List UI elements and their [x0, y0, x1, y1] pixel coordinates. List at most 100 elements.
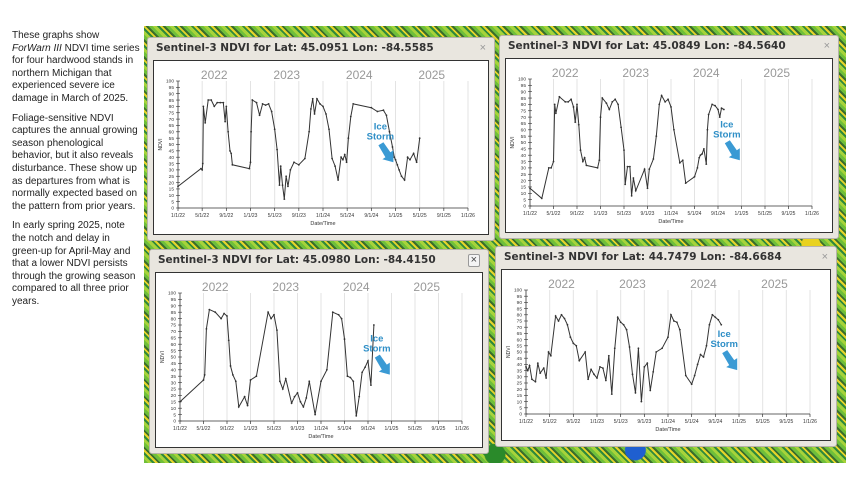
svg-text:30: 30: [521, 166, 527, 172]
svg-text:20: 20: [521, 178, 527, 184]
svg-text:9/1/24: 9/1/24: [708, 419, 722, 425]
svg-text:75: 75: [171, 323, 177, 329]
svg-text:0: 0: [523, 204, 526, 210]
svg-text:9/1/24: 9/1/24: [364, 213, 378, 219]
svg-text:1/1/26: 1/1/26: [805, 211, 819, 217]
svg-text:75: 75: [517, 319, 523, 325]
svg-text:5/1/24: 5/1/24: [340, 213, 354, 219]
svg-text:2025: 2025: [413, 280, 440, 294]
paragraph-3: In early spring 2025, note the notch and…: [12, 220, 136, 307]
chart-panel-1: Sentinel-3 NDVI for Lat: 45.0951 Lon: -8…: [147, 37, 495, 241]
svg-text:9/1/22: 9/1/22: [570, 211, 584, 217]
svg-text:1/1/26: 1/1/26: [455, 426, 469, 432]
svg-text:Storm: Storm: [713, 129, 740, 140]
svg-text:85: 85: [517, 306, 523, 312]
svg-text:1/1/23: 1/1/23: [244, 213, 258, 219]
svg-text:9/1/23: 9/1/23: [292, 213, 306, 219]
svg-text:NDVI: NDVI: [506, 346, 512, 358]
panel-titlebar[interactable]: Sentinel-3 NDVI for Lat: 45.0951 Lon: -8…: [148, 38, 494, 58]
paragraph-1: These graphs show ForWarn III NDVI time …: [12, 30, 140, 104]
svg-text:2024: 2024: [693, 66, 720, 80]
svg-text:80: 80: [171, 316, 177, 322]
svg-text:25: 25: [169, 174, 175, 180]
svg-text:60: 60: [517, 337, 523, 343]
svg-text:9/1/22: 9/1/22: [566, 419, 580, 425]
svg-text:1/1/26: 1/1/26: [461, 213, 475, 219]
paragraph-2: Foliage-sensitive NDVI captures the annu…: [12, 112, 138, 212]
panel-title: Sentinel-3 NDVI for Lat: 44.7479 Lon: -8…: [504, 251, 782, 263]
svg-text:1/1/22: 1/1/22: [171, 213, 185, 219]
svg-text:65: 65: [521, 121, 527, 127]
svg-text:45: 45: [169, 149, 175, 155]
svg-text:2023: 2023: [273, 68, 300, 82]
svg-text:Date/Time: Date/Time: [658, 219, 683, 225]
svg-text:65: 65: [171, 336, 177, 342]
svg-text:1/1/24: 1/1/24: [661, 419, 675, 425]
svg-text:45: 45: [517, 356, 523, 362]
svg-text:80: 80: [521, 102, 527, 108]
svg-text:70: 70: [169, 117, 175, 123]
svg-text:9/1/23: 9/1/23: [291, 426, 305, 432]
svg-text:65: 65: [517, 331, 523, 337]
svg-text:1/1/24: 1/1/24: [316, 213, 330, 219]
svg-text:90: 90: [521, 89, 527, 95]
svg-text:50: 50: [169, 142, 175, 148]
panel-titlebar[interactable]: Sentinel-3 NDVI for Lat: 45.0980 Lon: -8…: [150, 250, 488, 270]
svg-text:35: 35: [171, 374, 177, 380]
svg-text:2023: 2023: [619, 277, 646, 291]
svg-text:5/1/23: 5/1/23: [268, 213, 282, 219]
svg-text:2025: 2025: [418, 68, 445, 82]
svg-text:9/1/23: 9/1/23: [641, 211, 655, 217]
svg-text:1/1/23: 1/1/23: [594, 211, 608, 217]
svg-text:5/1/24: 5/1/24: [688, 211, 702, 217]
svg-text:30: 30: [517, 375, 523, 381]
svg-text:2023: 2023: [272, 280, 299, 294]
close-icon[interactable]: ×: [821, 251, 828, 263]
svg-text:45: 45: [521, 147, 527, 153]
svg-text:55: 55: [169, 136, 175, 142]
panel-titlebar[interactable]: Sentinel-3 NDVI for Lat: 45.0849 Lon: -8…: [500, 36, 838, 56]
svg-text:35: 35: [169, 161, 175, 167]
svg-text:9/1/23: 9/1/23: [637, 419, 651, 425]
chart-panel-4: Sentinel-3 NDVI for Lat: 44.7479 Lon: -8…: [495, 246, 837, 447]
svg-text:9/1/25: 9/1/25: [432, 426, 446, 432]
svg-text:60: 60: [171, 342, 177, 348]
svg-text:20: 20: [517, 387, 523, 393]
svg-text:5/1/24: 5/1/24: [338, 426, 352, 432]
svg-text:5/1/25: 5/1/25: [758, 211, 772, 217]
svg-text:5/1/24: 5/1/24: [685, 419, 699, 425]
close-icon[interactable]: ×: [467, 253, 480, 267]
svg-text:9/1/25: 9/1/25: [437, 213, 451, 219]
svg-text:Date/Time: Date/Time: [308, 434, 333, 440]
svg-text:100: 100: [518, 77, 526, 83]
panel-title: Sentinel-3 NDVI for Lat: 45.0951 Lon: -8…: [156, 42, 434, 54]
svg-text:55: 55: [171, 348, 177, 354]
svg-text:1/1/25: 1/1/25: [732, 419, 746, 425]
svg-text:Ice: Ice: [370, 334, 383, 345]
svg-text:2022: 2022: [202, 280, 229, 294]
svg-text:40: 40: [517, 362, 523, 368]
panel-titlebar[interactable]: Sentinel-3 NDVI for Lat: 44.7479 Lon: -8…: [496, 247, 836, 267]
svg-text:100: 100: [514, 288, 522, 294]
svg-text:1/1/22: 1/1/22: [523, 211, 537, 217]
svg-text:2025: 2025: [761, 277, 788, 291]
svg-text:Date/Time: Date/Time: [310, 221, 335, 227]
svg-text:9/1/22: 9/1/22: [219, 213, 233, 219]
svg-text:95: 95: [521, 83, 527, 89]
svg-text:9/1/22: 9/1/22: [220, 426, 234, 432]
svg-text:5/1/22: 5/1/22: [195, 213, 209, 219]
svg-text:60: 60: [521, 128, 527, 134]
svg-text:9/1/24: 9/1/24: [361, 426, 375, 432]
svg-text:0: 0: [519, 412, 522, 418]
svg-text:1/1/25: 1/1/25: [385, 426, 399, 432]
description-text: These graphs show ForWarn III NDVI time …: [12, 30, 140, 315]
svg-text:80: 80: [517, 313, 523, 319]
svg-text:100: 100: [166, 79, 174, 85]
svg-text:5/1/25: 5/1/25: [408, 426, 422, 432]
svg-text:1/1/26: 1/1/26: [803, 419, 817, 425]
svg-text:95: 95: [171, 297, 177, 303]
svg-text:55: 55: [521, 134, 527, 140]
close-icon[interactable]: ×: [823, 40, 830, 52]
close-icon[interactable]: ×: [479, 42, 486, 54]
svg-text:5/1/22: 5/1/22: [197, 426, 211, 432]
